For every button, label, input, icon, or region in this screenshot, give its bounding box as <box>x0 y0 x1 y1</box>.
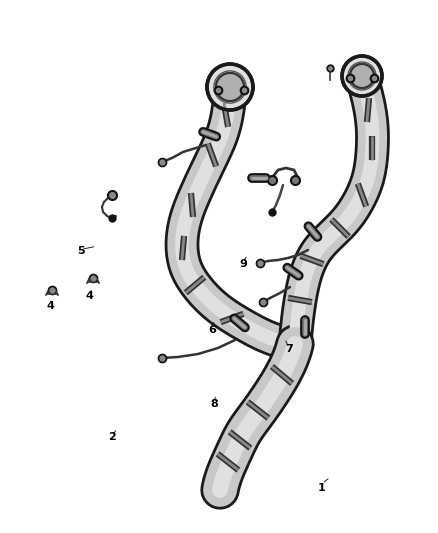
Text: 7: 7 <box>285 344 293 354</box>
Text: 8: 8 <box>211 399 219 409</box>
Circle shape <box>207 64 253 110</box>
Text: 4: 4 <box>46 302 54 311</box>
Circle shape <box>216 73 244 101</box>
Text: 2: 2 <box>108 432 116 442</box>
Text: 6: 6 <box>208 326 216 335</box>
Circle shape <box>342 56 382 96</box>
Circle shape <box>350 64 374 88</box>
Text: 9: 9 <box>239 259 247 269</box>
Text: 4: 4 <box>86 291 94 301</box>
Text: 1: 1 <box>318 483 326 492</box>
Text: 5: 5 <box>77 246 85 255</box>
